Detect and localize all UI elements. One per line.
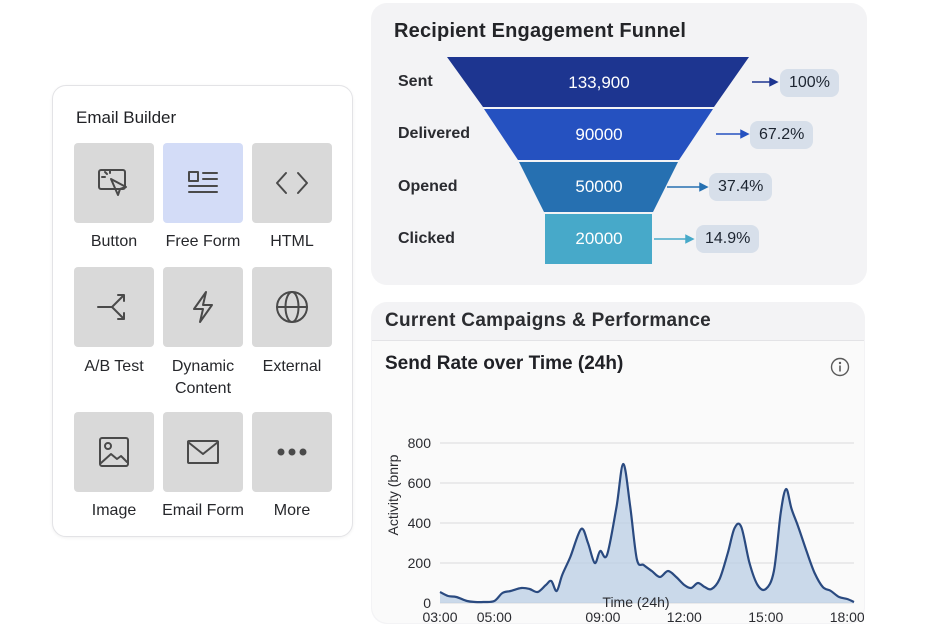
tile-label-html: HTML (270, 233, 314, 250)
info-icon[interactable] (830, 357, 850, 377)
engagement-funnel-panel: Recipient Engagement Funnel Sent Deliver… (371, 3, 867, 285)
envelope-icon (187, 440, 219, 464)
tile-label-free-form: Free Form (165, 233, 241, 250)
funnel-graphic: 133,900 90000 50000 20000 (447, 57, 779, 264)
globe-icon (276, 291, 308, 323)
x-tick-label: 12:00 (667, 609, 702, 624)
funnel-stage-clicked (545, 214, 652, 264)
code-icon (276, 172, 308, 194)
percent-badge-sent: 100% (780, 69, 839, 97)
x-tick-label: 05:00 (477, 609, 512, 624)
stage-label-delivered: Delivered (398, 125, 471, 142)
funnel-value-delivered: 90000 (575, 125, 622, 144)
tile-button[interactable] (74, 143, 154, 223)
cursor-click-icon (98, 169, 127, 196)
tile-dynamic-content[interactable] (163, 267, 243, 347)
series-line (439, 462, 855, 604)
x-axis-label: Time (24h) (602, 594, 669, 610)
tile-label-dynamic-content: Dynamic Content (171, 358, 235, 397)
x-tick-label: 09:00 (585, 609, 620, 624)
series-area-fill (440, 463, 854, 603)
percent-badge-opened: 37.4% (709, 173, 773, 201)
funnel-stage-delivered (484, 109, 713, 160)
y-tick-label: 200 (408, 555, 432, 571)
x-tick-label: 03:00 (422, 609, 457, 624)
tile-html[interactable] (252, 143, 332, 223)
arrowhead-opened (699, 182, 709, 192)
chart-title: Send Rate over Time (24h) (385, 353, 624, 374)
tile-label-email-form: Email Form (162, 502, 244, 519)
builder-title: Email Builder (76, 108, 177, 127)
send-rate-area-chart: 0 200 400 600 800 03:00 05:00 09:00 12:00 15:00 18… (385, 435, 864, 624)
stage-label-clicked: Clicked (398, 230, 455, 247)
lightning-icon (193, 291, 213, 323)
more-icon (277, 448, 307, 456)
x-tick-label: 18:00 (830, 609, 864, 624)
x-tick-label: 15:00 (748, 609, 783, 624)
arrowhead-clicked (685, 234, 695, 244)
tile-label-external: External (262, 358, 322, 375)
tile-label-ab-test: A/B Test (84, 358, 144, 375)
tile-label-more: More (273, 502, 311, 519)
y-tick-label: 600 (408, 475, 432, 491)
tile-email-form[interactable] (163, 412, 243, 492)
funnel-value-opened: 50000 (575, 177, 622, 196)
funnel-value-clicked: 20000 (575, 229, 622, 248)
tile-label-image: Image (91, 502, 137, 519)
image-icon (99, 437, 129, 467)
campaigns-panel: Current Campaigns & Performance Send Rat… (371, 302, 865, 624)
arrowhead-delivered (740, 129, 750, 139)
tile-ab-test[interactable] (74, 267, 154, 347)
y-tick-label: 800 (408, 435, 432, 451)
tile-free-form[interactable] (163, 143, 243, 223)
funnel-value-sent: 133,900 (568, 73, 629, 92)
y-tick-label: 400 (408, 515, 432, 531)
funnel-stage-sent (447, 57, 749, 107)
y-axis-label: Activity (bnrp (385, 454, 401, 535)
funnel-title: Recipient Engagement Funnel (394, 20, 687, 42)
y-tick-label: 0 (423, 595, 431, 611)
campaigns-title: Current Campaigns & Performance (385, 310, 712, 331)
free-form-icon (188, 171, 218, 193)
email-builder-panel: Email Builder Button Free Form HTML A/B … (52, 85, 353, 537)
tile-label-button: Button (90, 233, 138, 250)
arrowhead-sent (769, 77, 779, 87)
tile-image[interactable] (74, 412, 154, 492)
funnel-stage-opened (519, 162, 678, 212)
tile-external[interactable] (252, 267, 332, 347)
percent-badge-clicked: 14.9% (696, 225, 760, 253)
send-rate-chart-card: Send Rate over Time (24h) 0 200 400 600 800 0… (372, 340, 864, 624)
stage-label-sent: Sent (398, 73, 433, 90)
percent-badge-delivered: 67.2% (750, 121, 814, 149)
tile-more[interactable] (252, 412, 332, 492)
split-icon (97, 294, 125, 320)
stage-label-opened: Opened (398, 178, 458, 195)
